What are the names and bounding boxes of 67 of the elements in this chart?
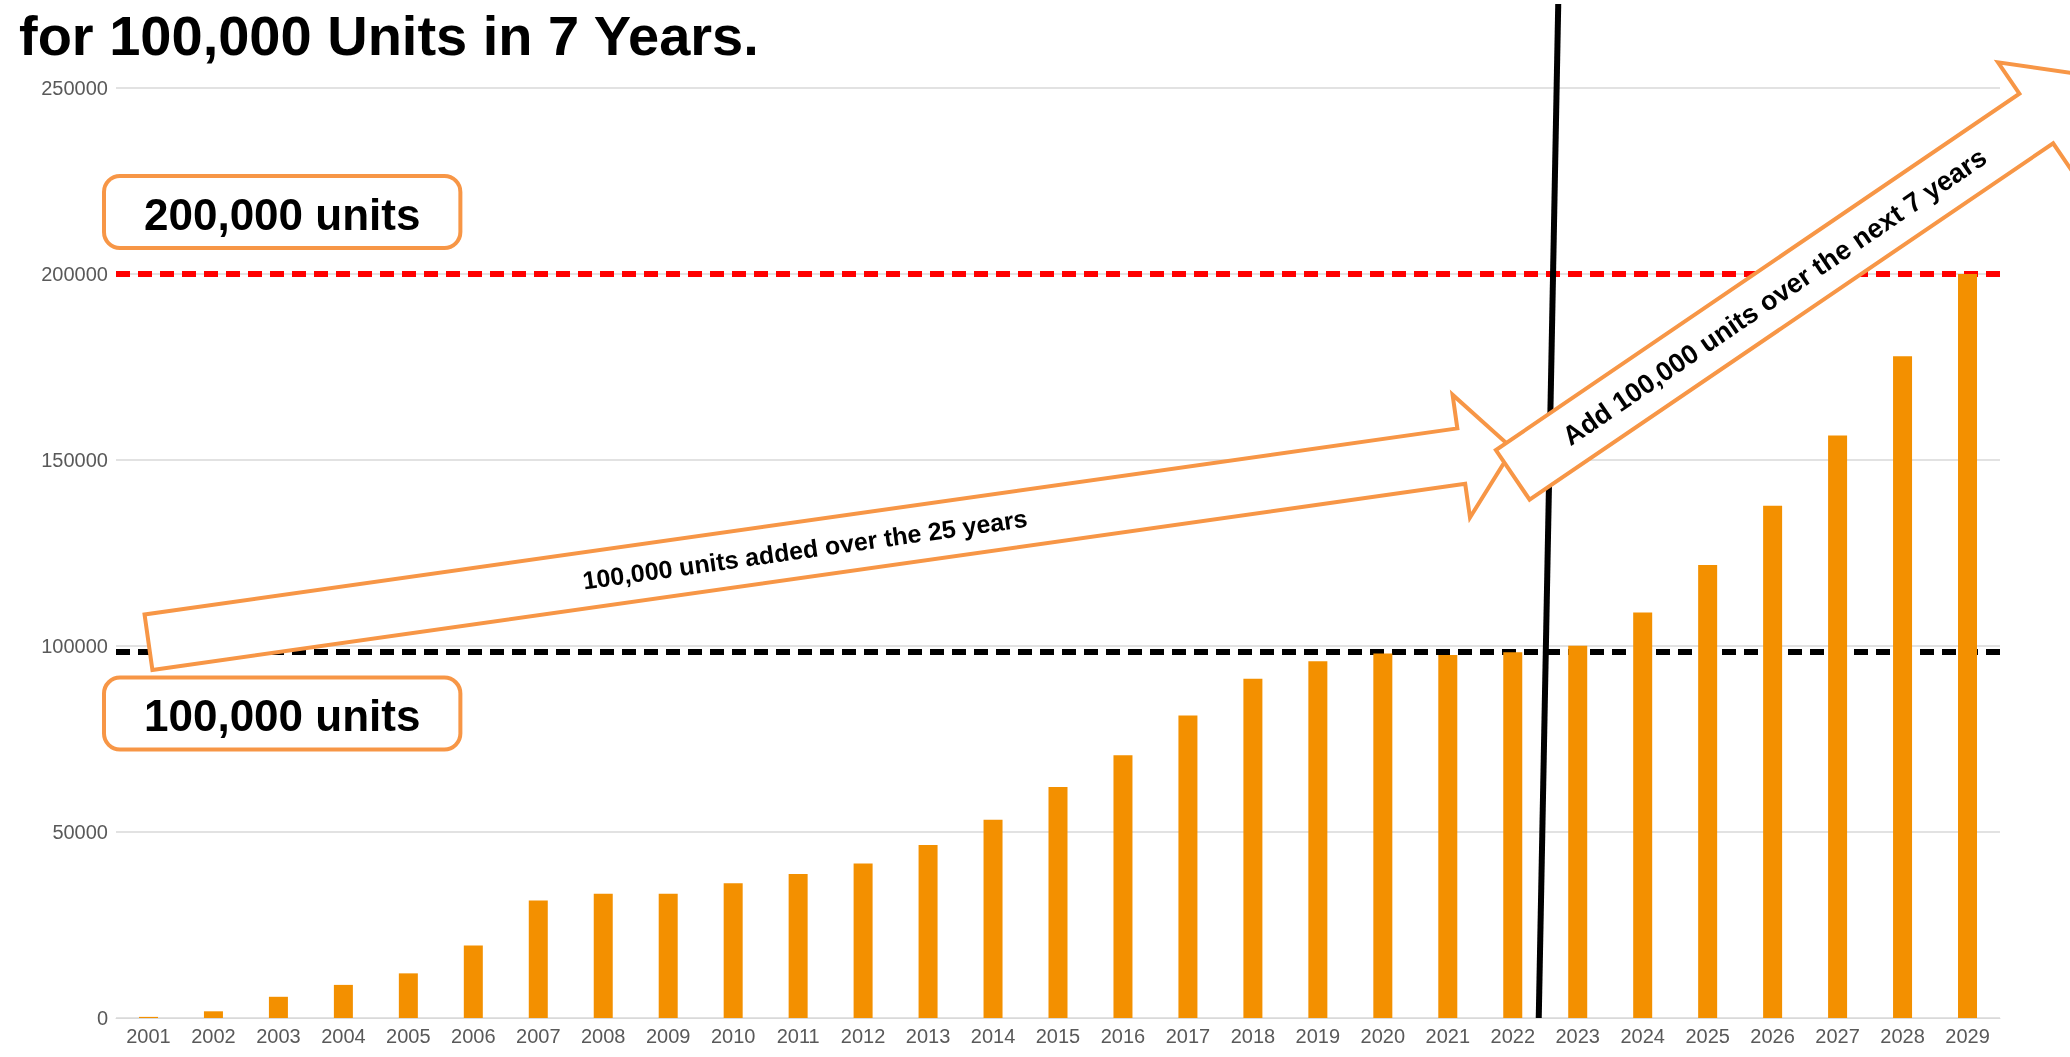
ref-line-label: 100,000 units <box>144 691 421 741</box>
x-tick-label: 2015 <box>1035 1025 1081 1047</box>
x-tick-label: 2022 <box>1490 1025 1536 1047</box>
bar <box>1893 356 1913 1018</box>
bar <box>788 874 808 1018</box>
bar <box>1763 505 1783 1018</box>
bar <box>1958 274 1978 1018</box>
x-tick-label: 2012 <box>840 1025 886 1047</box>
bar <box>203 1011 223 1018</box>
x-tick-label: 2017 <box>1165 1025 1211 1047</box>
x-tick-label: 2009 <box>645 1025 691 1047</box>
bar <box>1698 564 1718 1018</box>
x-tick-label: 2001 <box>126 1025 171 1047</box>
bar <box>593 893 613 1018</box>
ref-line-label: 200,000 units <box>144 189 421 239</box>
y-tick-label: 150000 <box>41 449 108 471</box>
bar <box>333 984 353 1018</box>
x-tick-label: 2013 <box>905 1025 951 1047</box>
x-tick-label: 2008 <box>580 1025 626 1047</box>
bar <box>1438 654 1458 1018</box>
x-tick-label: 2025 <box>1685 1025 1730 1047</box>
chart-title: for 100,000 Units in 7 Years. <box>19 3 759 67</box>
x-tick-label: 2028 <box>1880 1025 1925 1047</box>
x-tick-label: 2010 <box>710 1025 756 1047</box>
x-tick-label: 2029 <box>1945 1025 1990 1047</box>
x-tick-label: 2014 <box>970 1025 1016 1047</box>
bar <box>723 883 743 1018</box>
bar <box>1568 645 1588 1018</box>
bar <box>918 845 938 1018</box>
bar <box>1048 786 1068 1018</box>
x-tick-label: 2006 <box>451 1025 496 1047</box>
x-tick-label: 2020 <box>1360 1025 1406 1047</box>
annotation: 100,000 units added over the 25 years <box>580 503 1030 595</box>
y-tick-label: 250000 <box>41 77 108 99</box>
bar <box>528 900 548 1018</box>
x-tick-label: 2003 <box>256 1025 301 1047</box>
x-tick-label: 2011 <box>776 1025 820 1047</box>
bar <box>398 973 418 1018</box>
bar <box>658 893 678 1018</box>
x-tick-label: 2021 <box>1425 1025 1471 1047</box>
bar <box>853 863 873 1018</box>
y-tick-label: 50000 <box>52 821 108 843</box>
y-tick-label: 0 <box>96 1007 108 1029</box>
x-tick-label: 2027 <box>1815 1025 1860 1047</box>
bar <box>1373 653 1393 1018</box>
x-tick-label: 2018 <box>1230 1025 1276 1047</box>
bar <box>1178 715 1198 1018</box>
bar <box>1113 755 1133 1018</box>
bar <box>1308 661 1328 1018</box>
bar <box>983 819 1003 1018</box>
bar <box>1828 435 1848 1018</box>
bar <box>1243 678 1263 1018</box>
bar <box>1503 652 1523 1018</box>
x-tick-label: 2026 <box>1750 1025 1795 1047</box>
bar <box>1633 612 1653 1018</box>
x-tick-label: 2023 <box>1555 1025 1600 1047</box>
bar <box>463 945 483 1018</box>
x-tick-label: 2024 <box>1620 1025 1665 1047</box>
x-tick-label: 2019 <box>1295 1025 1341 1047</box>
x-tick-label: 2005 <box>386 1025 431 1047</box>
y-tick-label: 100000 <box>41 635 108 657</box>
x-tick-label: 2016 <box>1100 1025 1146 1047</box>
x-tick-label: 2002 <box>191 1025 236 1047</box>
y-tick-label: 200000 <box>41 263 108 285</box>
x-tick-label: 2004 <box>321 1025 366 1047</box>
x-tick-label: 2007 <box>516 1025 561 1047</box>
bar <box>268 996 288 1018</box>
